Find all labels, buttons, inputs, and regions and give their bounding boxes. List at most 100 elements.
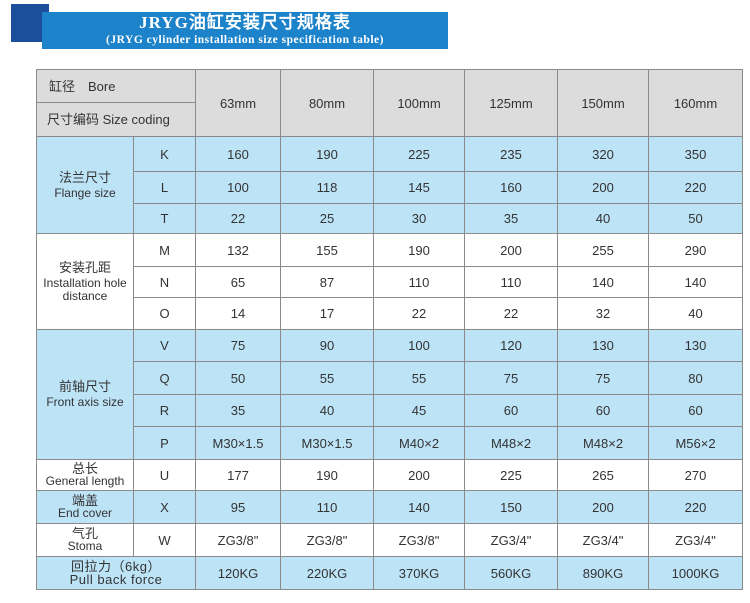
group-label-zh: 气孔 (71, 526, 98, 541)
value-cell: 110 (373, 266, 465, 298)
value-cell: 160 (464, 171, 558, 204)
value-cell: 60 (557, 394, 649, 427)
group-label: 气孔 Stoma (36, 523, 134, 557)
value-cell: 65 (195, 266, 281, 298)
group-label-zh: 安装孔距 (58, 259, 111, 275)
size-code: T (133, 203, 196, 234)
pull-label: 回拉力（6kg） Pull back force (36, 556, 196, 590)
value-cell: 155 (280, 233, 374, 267)
value-cell: 1000KG (648, 556, 743, 590)
group-label: 安装孔距 Installation hole distance (36, 233, 134, 330)
bore-size: 125mm (464, 69, 558, 137)
value-cell: 270 (648, 459, 743, 491)
bore-label: 缸径 Bore (36, 69, 196, 103)
value-cell: 22 (373, 297, 465, 330)
value-cell: ZG3/8" (373, 523, 465, 557)
value-cell: 35 (464, 203, 558, 234)
value-cell: 17 (280, 297, 374, 330)
title-zh: JRYG油缸安装尺寸规格表 (139, 13, 351, 32)
value-cell: M56×2 (648, 426, 743, 460)
table-row: 回拉力（6kg） Pull back force 120KG 220KG 370KG 56… (36, 556, 743, 590)
table-row: 前轴尺寸 Front axis size V 75 90 100 120 130 130 (36, 329, 743, 460)
value-cell: 110 (464, 266, 558, 298)
table-row: R 35 40 45 60 60 60 (37, 394, 743, 427)
value-cell: 32 (557, 297, 649, 330)
table-row: 法兰尺寸 Flange size K 160 190 225 235 320 350 (36, 136, 743, 234)
value-cell: 220 (648, 490, 743, 524)
value-cell: M40×2 (373, 426, 465, 460)
group-label-zh: 端盖 (71, 493, 98, 508)
table-row: P M30×1.5 M30×1.5 M40×2 M48×2 M48×2 M56×2 (37, 426, 743, 460)
group-label: 法兰尺寸 Flange size (36, 136, 134, 234)
value-cell: 140 (648, 266, 743, 298)
group-label-en: Installation hole distance (43, 275, 127, 303)
pull-label-en: Pull back force (69, 572, 163, 587)
title-en: (JRYG cylinder installation size specifi… (106, 34, 384, 46)
value-cell: 87 (280, 266, 374, 298)
value-cell: 75 (195, 329, 281, 362)
table-row: 安装孔距 Installation hole distance M 132 155 190… (36, 233, 743, 330)
value-cell: M48×2 (557, 426, 649, 460)
value-cell: 560KG (464, 556, 558, 590)
value-cell: 160 (195, 136, 281, 172)
value-cell: 200 (373, 459, 465, 491)
value-cell: 200 (557, 171, 649, 204)
size-code: K (133, 136, 196, 172)
group-label-en: Flange size (54, 185, 116, 200)
value-cell: 132 (195, 233, 281, 267)
size-code: L (133, 171, 196, 204)
value-cell: 350 (648, 136, 743, 172)
value-cell: 190 (280, 459, 374, 491)
group-label-zh: 总长 (71, 461, 98, 476)
value-cell: 55 (280, 361, 374, 395)
value-cell: 22 (195, 203, 281, 234)
bore-size: 80mm (280, 69, 374, 137)
value-cell: 177 (195, 459, 281, 491)
size-code: U (133, 459, 196, 491)
value-cell: 35 (195, 394, 281, 427)
value-cell: 75 (464, 361, 558, 395)
value-cell: M48×2 (464, 426, 558, 460)
table-row: 总长 General length U 177 190 200 225 265 270 (36, 459, 743, 491)
value-cell: 55 (373, 361, 465, 395)
size-code: O (133, 297, 196, 330)
value-cell: 22 (464, 297, 558, 330)
value-cell: 110 (280, 490, 374, 524)
size-code: M (133, 233, 196, 267)
bore-size: 160mm (648, 69, 743, 137)
group-label-zh: 法兰尺寸 (58, 169, 111, 185)
title-banner: JRYG油缸安装尺寸规格表 (JRYG cylinder installatio… (42, 12, 448, 49)
table-row: Q 50 55 55 75 75 80 (37, 361, 743, 395)
value-cell: 118 (280, 171, 374, 204)
value-cell: 50 (195, 361, 281, 395)
value-cell: 14 (195, 297, 281, 330)
value-cell: 80 (648, 361, 743, 395)
bore-size: 150mm (557, 69, 649, 137)
value-cell: 130 (557, 329, 649, 362)
value-cell: 225 (464, 459, 558, 491)
spec-table: 缸径 Bore 63mm 80mm 100mm 125mm 150mm 160mm 尺寸编码 … (36, 69, 743, 590)
value-cell: 45 (373, 394, 465, 427)
group-label: 前轴尺寸 Front axis size (36, 329, 134, 460)
bore-size: 63mm (195, 69, 281, 137)
value-cell: 320 (557, 136, 649, 172)
value-cell: 40 (648, 297, 743, 330)
value-cell: 220KG (280, 556, 374, 590)
group-label: 端盖 End cover (36, 490, 134, 524)
value-cell: 290 (648, 233, 743, 267)
value-cell: 140 (373, 490, 465, 524)
size-code: W (133, 523, 196, 557)
size-code: X (133, 490, 196, 524)
value-cell: 235 (464, 136, 558, 172)
value-cell: ZG3/4" (464, 523, 558, 557)
value-cell: ZG3/8" (280, 523, 374, 557)
table-row: L 100 118 145 160 200 220 (37, 171, 743, 204)
value-cell: 120KG (195, 556, 281, 590)
value-cell: 140 (557, 266, 649, 298)
value-cell: M30×1.5 (280, 426, 374, 460)
value-cell: 60 (648, 394, 743, 427)
value-cell: 255 (557, 233, 649, 267)
pull-label-zh: 回拉力（6kg） (71, 559, 161, 574)
value-cell: 265 (557, 459, 649, 491)
group-label-en: Stoma (67, 539, 103, 553)
